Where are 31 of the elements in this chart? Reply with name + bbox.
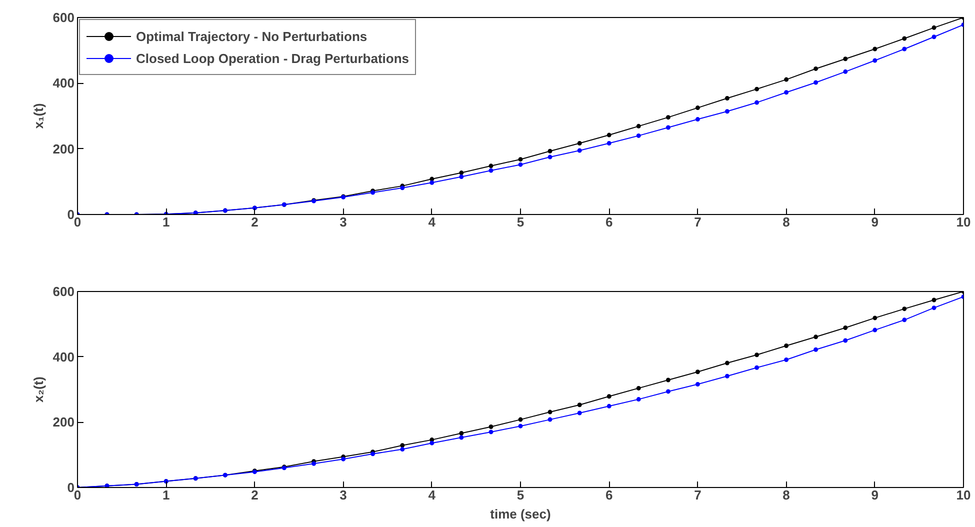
y-tick-label: 600: [52, 284, 75, 299]
x-tick-label: 7: [694, 488, 702, 502]
x-tick-label: 1: [162, 214, 170, 230]
x-tick-label: 10: [956, 488, 971, 502]
y-axis-title: x₂(t): [30, 376, 46, 402]
legend-label: Optimal Trajectory - No Perturbations: [136, 28, 368, 44]
y-axis-title: x₁(t): [30, 103, 46, 129]
y-tick-label: 400: [52, 76, 75, 91]
x-tick-label: 8: [782, 214, 790, 230]
x-tick-label: 4: [428, 214, 436, 230]
x-tick-label: 3: [340, 488, 347, 502]
y-tick-label: 200: [52, 414, 75, 430]
y-tick-label: 600: [52, 10, 75, 25]
y-tick-label: 200: [52, 141, 75, 156]
x-axis-title: time (sec): [490, 506, 551, 522]
x-tick-label: 5: [516, 488, 524, 502]
x-tick-label: 9: [871, 214, 879, 230]
legend-label: Closed Loop Operation - Drag Perturbations: [136, 50, 410, 66]
y-tick-label: 400: [52, 349, 75, 364]
x-tick-label: 4: [428, 488, 436, 502]
x-tick-label: 2: [251, 488, 258, 502]
x-tick-label: 2: [251, 214, 258, 230]
x-tick-label: 10: [956, 214, 971, 230]
x-tick-label: 1: [162, 488, 170, 502]
x-tick-label: 9: [871, 488, 879, 502]
x-tick-label: 5: [516, 214, 524, 230]
x-tick-label: 8: [782, 488, 790, 502]
x-tick-label: 6: [605, 488, 613, 502]
x-tick-label: 7: [694, 214, 702, 230]
x-tick-label: 6: [605, 214, 613, 230]
x-tick-label: 3: [340, 214, 347, 230]
